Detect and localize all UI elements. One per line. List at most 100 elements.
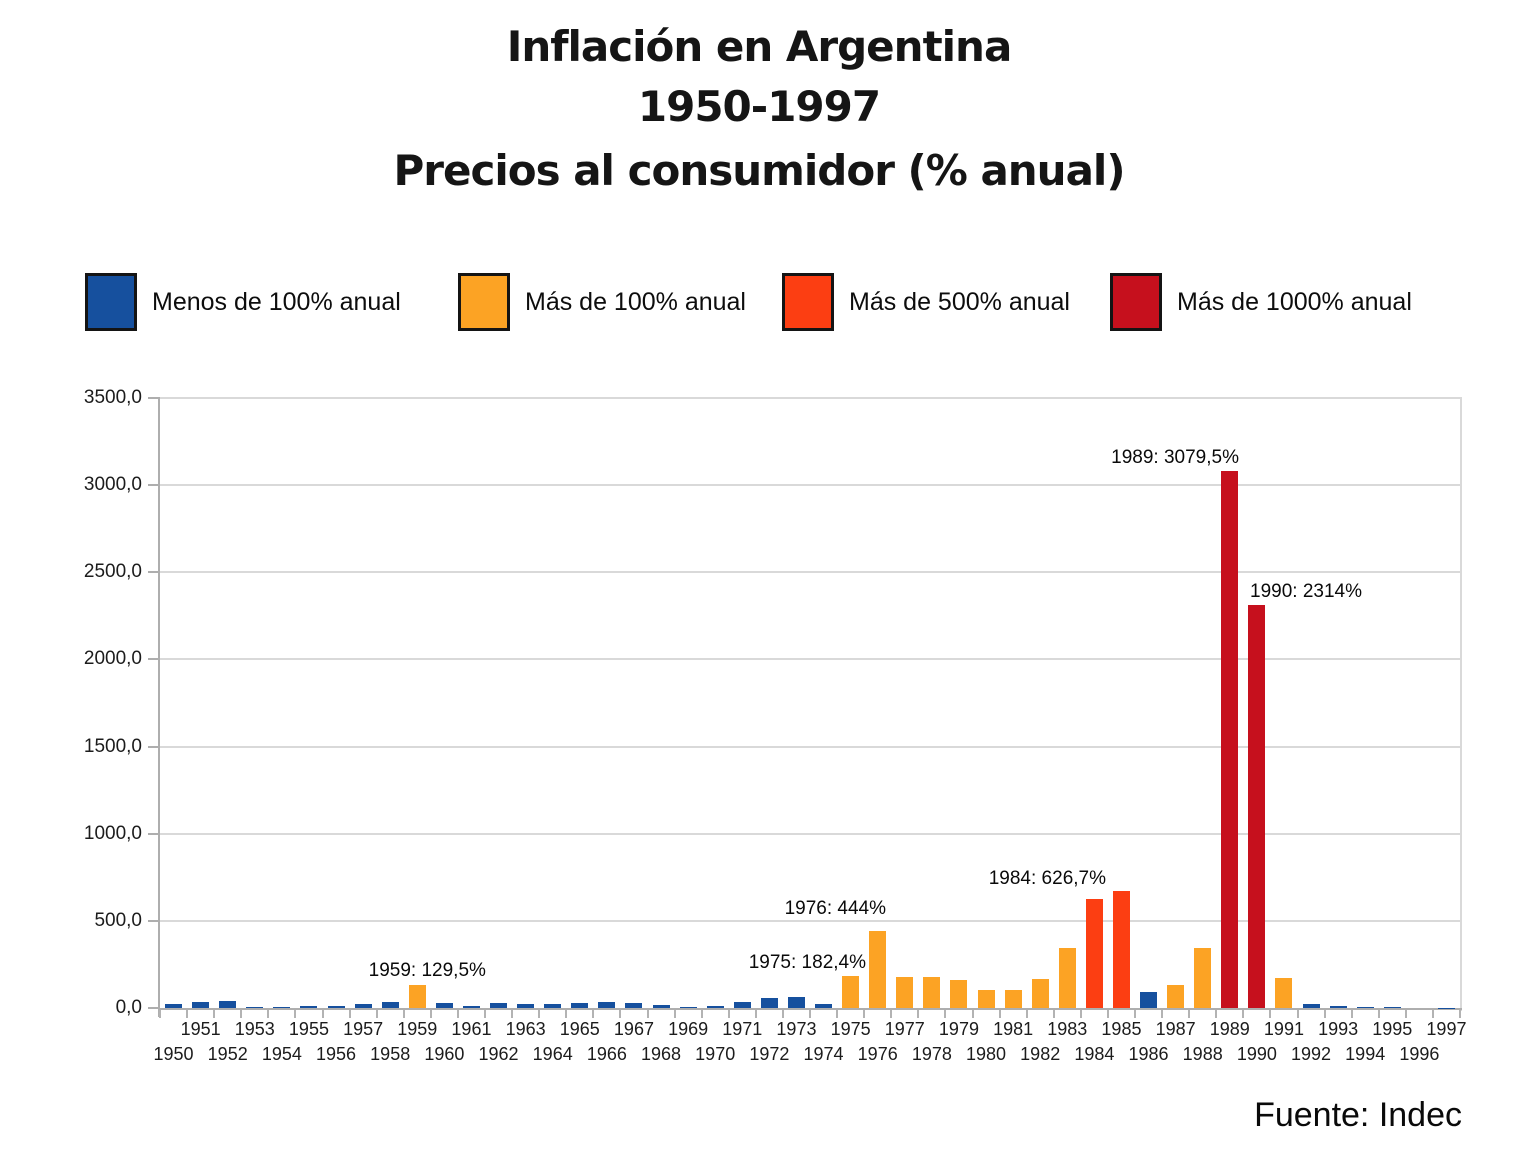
y-axis-label: 0,0 xyxy=(115,997,142,1018)
annotation-1976: 1976: 444% xyxy=(784,898,886,919)
y-axis-tick xyxy=(148,1007,159,1009)
x-axis-label-1962: 1962 xyxy=(478,1044,519,1064)
x-axis-label-1959: 1959 xyxy=(397,1019,438,1039)
x-axis-label-1961: 1961 xyxy=(451,1019,492,1039)
y-axis-tick xyxy=(148,919,159,922)
y-axis-tick xyxy=(148,484,159,487)
bar-1951 xyxy=(192,1001,210,1008)
annotation-1984: 1984: 626,7% xyxy=(988,868,1106,889)
bar-1985 xyxy=(1112,890,1130,1008)
x-axis-label-1957: 1957 xyxy=(343,1019,384,1039)
bar-1956 xyxy=(327,1005,345,1008)
gridline-3000 xyxy=(160,484,1460,487)
bar-1952 xyxy=(219,1001,237,1008)
bar-1962 xyxy=(490,1003,508,1008)
x-axis-tick xyxy=(1350,1010,1353,1018)
x-axis-label-1952: 1952 xyxy=(207,1044,248,1064)
bar-1969 xyxy=(679,1006,697,1008)
x-axis-label-1960: 1960 xyxy=(424,1044,465,1064)
x-axis-label-1958: 1958 xyxy=(370,1044,411,1064)
legend-label: Más de 100% anual xyxy=(525,287,746,316)
legend-item: Más de 500% anual xyxy=(782,272,1070,332)
x-axis-label-1980: 1980 xyxy=(966,1044,1007,1064)
x-axis-label-1981: 1981 xyxy=(993,1019,1034,1039)
gridline-1500 xyxy=(160,745,1460,748)
x-axis-tick xyxy=(592,1010,595,1018)
y-axis-label: 2500,0 xyxy=(83,561,142,583)
x-axis-label-1985: 1985 xyxy=(1101,1019,1142,1039)
y-axis-tick xyxy=(148,832,159,835)
bar-1971 xyxy=(733,1001,751,1008)
bar-1959 xyxy=(408,985,426,1008)
legend-item: Más de 100% anual xyxy=(458,272,746,332)
bar-1957 xyxy=(354,1003,372,1008)
x-axis-tick xyxy=(294,1010,297,1018)
x-axis-tick xyxy=(673,1010,676,1018)
x-axis-tick xyxy=(646,1010,649,1018)
bar-1989 xyxy=(1221,471,1239,1008)
x-axis-tick xyxy=(456,1010,459,1018)
x-axis-tick xyxy=(836,1010,839,1018)
x-axis-tick xyxy=(1431,1010,1434,1018)
bar-1961 xyxy=(462,1005,480,1008)
x-axis-label-1976: 1976 xyxy=(857,1044,898,1064)
bar-1984 xyxy=(1085,898,1103,1008)
bar-1979 xyxy=(950,980,968,1008)
x-axis-label-1995: 1995 xyxy=(1372,1019,1413,1039)
x-axis-label-1977: 1977 xyxy=(884,1019,925,1039)
bar-1973 xyxy=(787,997,805,1008)
x-axis-label-1992: 1992 xyxy=(1291,1044,1332,1064)
bar-1974 xyxy=(815,1003,833,1008)
legend-label: Más de 500% anual xyxy=(849,287,1070,316)
x-axis-label-1993: 1993 xyxy=(1318,1019,1359,1039)
bar-1968 xyxy=(652,1005,670,1008)
x-axis-tick xyxy=(1134,1010,1136,1018)
x-axis-tick xyxy=(619,1010,622,1018)
x-axis-label-1968: 1968 xyxy=(641,1044,682,1064)
y-axis-tick xyxy=(148,658,159,661)
bar-1995 xyxy=(1383,1007,1401,1008)
bar-1994 xyxy=(1356,1007,1374,1008)
x-axis-label-1994: 1994 xyxy=(1345,1044,1386,1064)
x-axis-tick xyxy=(863,1010,866,1018)
bar-1964 xyxy=(544,1004,562,1008)
x-axis-tick xyxy=(240,1010,243,1018)
bar-1988 xyxy=(1194,948,1212,1008)
x-axis-tick xyxy=(917,1010,920,1018)
x-axis-tick xyxy=(1188,1010,1191,1018)
bar-1977 xyxy=(896,977,914,1008)
x-axis-label-1988: 1988 xyxy=(1182,1044,1223,1064)
x-axis-label-1971: 1971 xyxy=(722,1019,763,1039)
legend-item: Más de 1000% anual xyxy=(1110,272,1412,332)
x-axis-label-1989: 1989 xyxy=(1209,1019,1250,1039)
bar-1976 xyxy=(869,930,887,1008)
y-axis-tick xyxy=(148,745,159,748)
bar-1993 xyxy=(1329,1006,1347,1008)
x-axis-tick xyxy=(944,1010,947,1018)
x-axis-label-1955: 1955 xyxy=(288,1019,329,1039)
bar-1975 xyxy=(842,976,860,1008)
x-axis-label-1978: 1978 xyxy=(911,1044,952,1064)
x-axis-tick xyxy=(1459,1010,1461,1018)
y-axis-label: 1000,0 xyxy=(83,822,142,844)
annotation-1989: 1989: 3079,5% xyxy=(1111,447,1239,468)
y-axis-label: 1500,0 xyxy=(83,735,142,757)
x-axis-tick xyxy=(998,1010,1001,1018)
x-axis-tick xyxy=(213,1010,216,1018)
bar-1990 xyxy=(1248,604,1266,1008)
plot-right-border xyxy=(1460,397,1462,1011)
x-axis-tick xyxy=(402,1010,405,1018)
x-axis-line xyxy=(158,1008,1462,1010)
x-axis-tick xyxy=(890,1010,893,1018)
x-axis-label-1953: 1953 xyxy=(234,1019,275,1039)
x-axis-label-1965: 1965 xyxy=(559,1019,600,1039)
x-axis-label-1990: 1990 xyxy=(1236,1044,1277,1064)
x-axis-label-1974: 1974 xyxy=(803,1044,844,1064)
bar-1967 xyxy=(625,1002,643,1008)
legend-label: Más de 1000% anual xyxy=(1177,287,1412,316)
x-axis-tick xyxy=(1106,1010,1109,1018)
x-axis-tick xyxy=(1404,1010,1407,1018)
legend-swatch-3 xyxy=(782,273,834,331)
